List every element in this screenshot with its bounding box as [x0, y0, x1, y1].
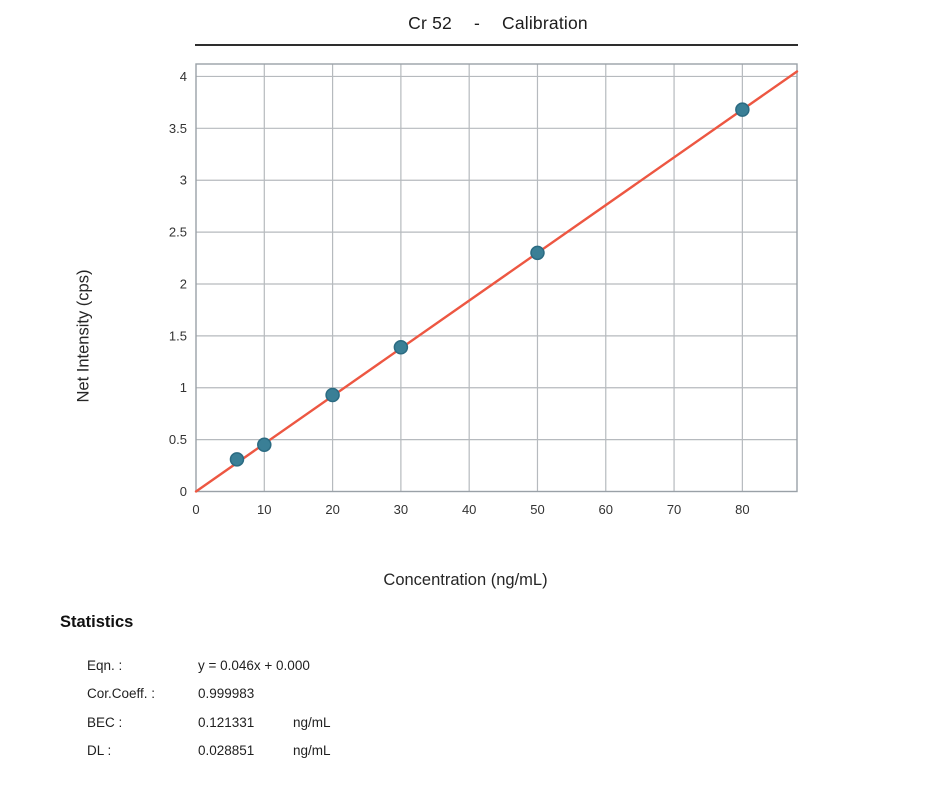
stat-row-bec: BEC : 0.121331 ng/mL: [87, 708, 331, 737]
chart-title-text: Calibration: [501, 13, 588, 33]
data-point: [257, 437, 272, 453]
y-tick-label: 0.5: [169, 432, 187, 447]
data-point: [229, 452, 245, 467]
stat-value: 0.028851: [198, 743, 255, 759]
stat-row-dl: DL : 0.028851 ng/mL: [87, 737, 331, 766]
x-tick-label: 20: [325, 502, 339, 517]
plot-border: [195, 63, 798, 493]
x-tick-label: 50: [530, 502, 544, 517]
stat-row-equation: Eqn. : y = 0.046x + 0.000: [87, 651, 331, 680]
chart-title-separator: -: [473, 13, 480, 33]
y-tick-label: 2: [180, 276, 187, 291]
data-point: [530, 245, 545, 261]
y-axis-label: Net Intensity (cps): [74, 269, 93, 403]
stat-label: Eqn. :: [87, 657, 123, 673]
statistics-table: Eqn. : y = 0.046x + 0.000 Cor.Coeff. : 0…: [87, 651, 331, 765]
data-point: [393, 340, 409, 355]
stat-value: 0.999983: [198, 686, 255, 702]
stat-unit: ng/mL: [293, 714, 331, 730]
x-tick-label: 0: [192, 502, 199, 517]
x-tick-label: 40: [462, 502, 476, 517]
stat-label: BEC :: [87, 714, 123, 730]
y-tick-label: 3: [180, 173, 187, 188]
stat-value: y = 0.046x + 0.000: [198, 657, 310, 673]
x-tick-label: 10: [257, 502, 271, 517]
y-tick-label: 1: [180, 380, 187, 395]
title-underline: [195, 44, 798, 46]
y-tick-label: 0: [180, 484, 187, 499]
data-point: [735, 102, 750, 117]
calibration-plot: 0 10 20 30 40 50 60 70 80 0 0.5 1 1.5 2 2.5 3 3.5 4: [169, 63, 799, 517]
stat-label: Cor.Coeff. :: [87, 686, 156, 702]
y-tick-label: 1.5: [169, 328, 187, 343]
chart-title: Cr 52 - Calibration: [196, 13, 800, 34]
regression-line: [194, 70, 799, 493]
stat-unit: ng/mL: [293, 743, 331, 759]
y-tick-label: 4: [180, 69, 187, 84]
stat-row-correlation-coefficient: Cor.Coeff. : 0.999983: [87, 680, 331, 709]
x-tick-label: 80: [735, 502, 749, 517]
x-tick-label: 30: [394, 502, 408, 517]
y-tick-label: 3.5: [169, 121, 187, 136]
statistics-heading: Statistics: [60, 613, 134, 631]
stat-value: 0.121331: [198, 714, 255, 730]
data-point: [325, 387, 340, 403]
x-tick-label: 70: [667, 502, 681, 517]
y-tick-label: 2.5: [169, 225, 187, 240]
x-axis-label: Concentration (ng/mL): [383, 571, 548, 589]
stat-label: DL :: [87, 743, 112, 759]
x-tick-label: 60: [599, 502, 613, 517]
chart-title-element: Cr 52: [408, 13, 452, 33]
